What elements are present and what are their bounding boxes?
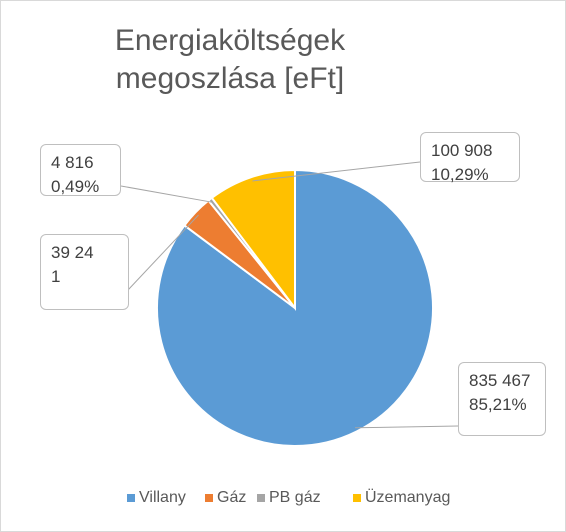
leader-line	[355, 425, 459, 429]
legend-marker	[205, 494, 213, 502]
data-label-line: 10,29%	[431, 165, 489, 184]
leader-line	[127, 214, 199, 291]
legend-marker	[257, 494, 265, 502]
legend-label: Villany	[139, 489, 186, 506]
legend-label: Üzemanyag	[365, 488, 450, 506]
legend-label: Gáz	[217, 489, 246, 506]
leader-line	[252, 161, 421, 182]
legend-marker	[127, 494, 135, 502]
data-label: 835 467 85,21%	[458, 362, 546, 436]
data-label: 39 24 1	[40, 234, 129, 310]
leader-line	[120, 185, 213, 203]
data-label-line: 85,21%	[469, 395, 527, 414]
data-label-line: 39 24	[51, 243, 94, 262]
data-label: 100 908 10,29%	[420, 132, 520, 184]
data-label-line: 4 816	[51, 153, 94, 172]
data-label-line: 835 467	[469, 371, 531, 390]
legend-marker	[353, 494, 361, 502]
legend-label: PB gáz	[269, 489, 321, 506]
pie-slice	[156, 168, 434, 447]
data-label-line: 1	[51, 267, 61, 286]
pie-slice	[210, 168, 296, 311]
data-label: 4 816 0,49%	[40, 144, 121, 196]
data-label-line: 0,49%	[51, 177, 100, 196]
data-label-line: 100 908	[431, 141, 493, 160]
chart-title: Energiaköltségek megoszlása [eFt]	[114, 24, 346, 95]
